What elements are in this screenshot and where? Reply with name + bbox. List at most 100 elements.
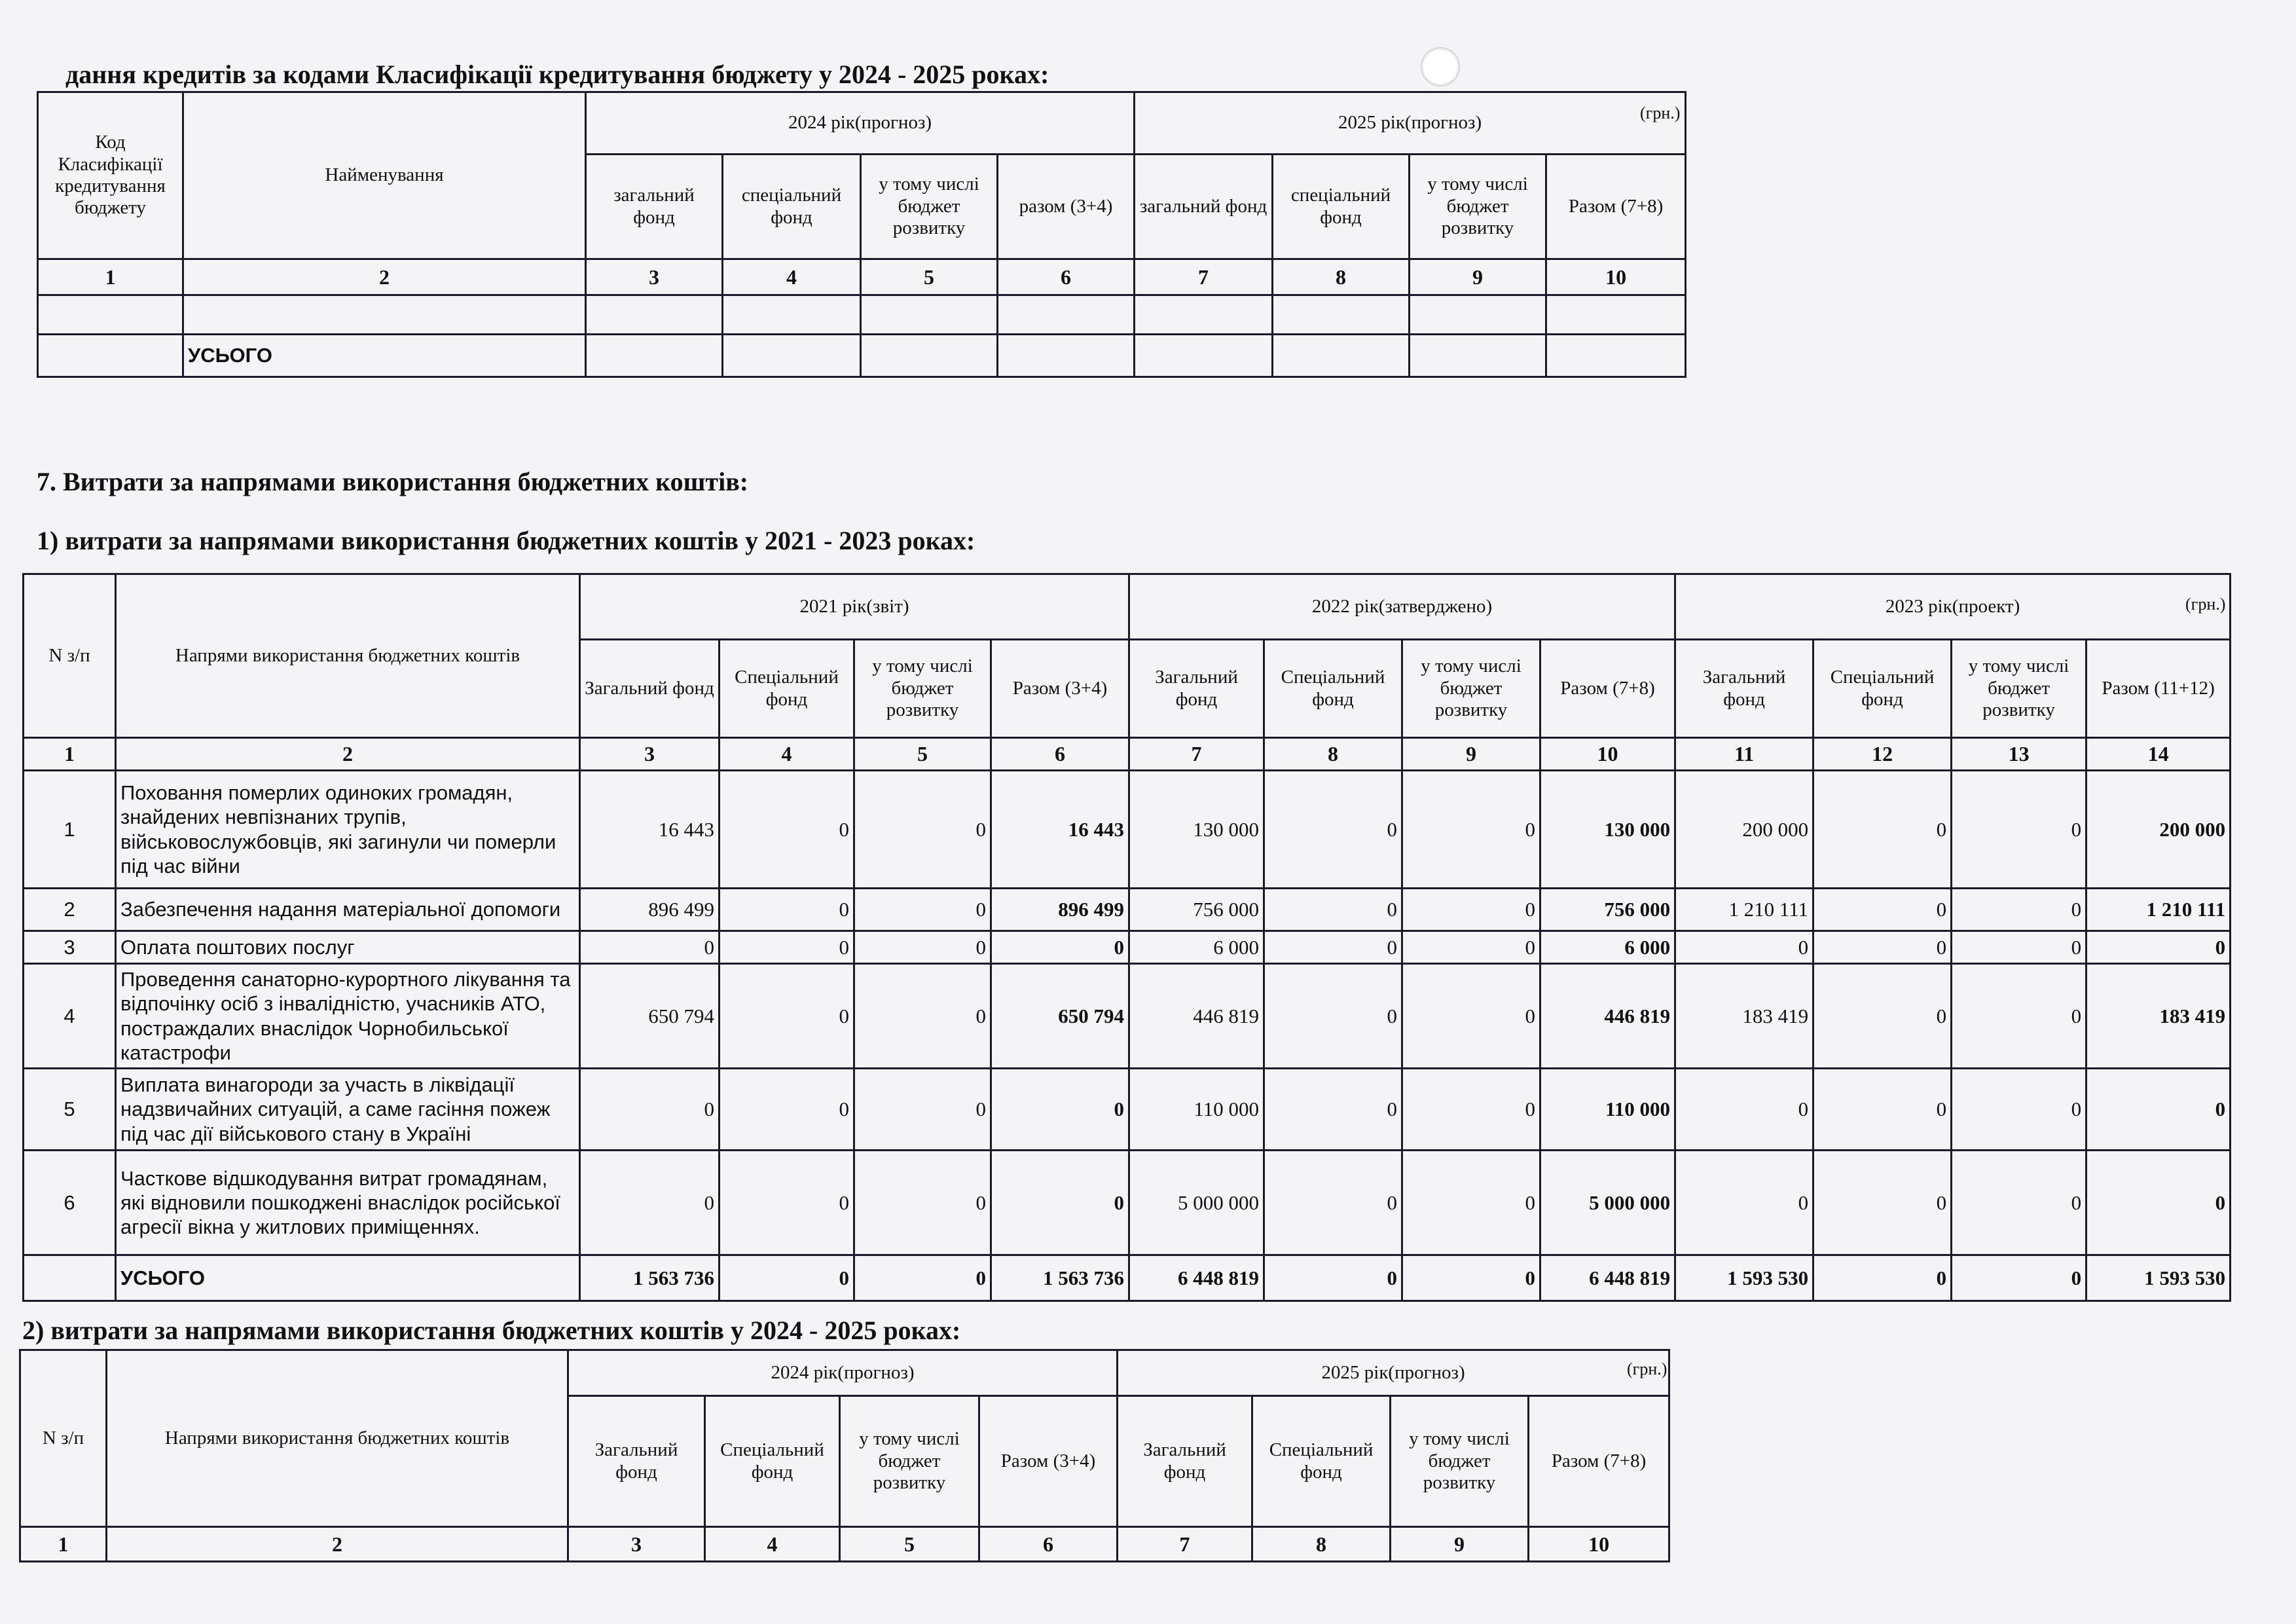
row-value: 0 xyxy=(1812,887,1953,932)
row-value: 650 794 xyxy=(579,963,720,1069)
row-value: 0 xyxy=(1812,1149,1953,1256)
row-value: 0 xyxy=(579,1067,720,1151)
subheader-2024-1: спеціальний фонд xyxy=(721,153,862,260)
total-value: 6 448 819 xyxy=(1539,1254,1677,1302)
total-value-cell xyxy=(721,333,862,378)
column-number: 10 xyxy=(1527,1526,1671,1562)
punch-hole xyxy=(1421,47,1460,86)
row-value: 0 xyxy=(718,887,855,932)
column-number: 10 xyxy=(1539,737,1677,771)
subheader: Загальний фонд xyxy=(1128,638,1266,739)
header-year-0: 2024 рік(прогноз) xyxy=(566,1349,1119,1397)
total-value: 6 448 819 xyxy=(1128,1254,1266,1302)
column-number: 7 xyxy=(1128,737,1266,771)
subheader-2025-1: спеціальний фонд xyxy=(1271,153,1411,260)
subheader: Разом (11+12) xyxy=(2085,638,2232,739)
subheader: Загальний фонд xyxy=(567,1395,706,1528)
row-value: 0 xyxy=(1401,963,1542,1069)
column-number: 6 xyxy=(989,737,1131,771)
table-row: 1 Поховання померлих одиноких громадян, з… xyxy=(22,769,2232,889)
expenses-2024-2025-table: N з/п Напрями використання бюджетних кош… xyxy=(19,1349,1671,1562)
row-value: 0 xyxy=(1401,769,1542,889)
column-number: 4 xyxy=(704,1526,841,1562)
subheader-2025-0: загальний фонд xyxy=(1133,153,1274,260)
total-value: 0 xyxy=(1401,1254,1542,1302)
empty-cell xyxy=(721,294,862,335)
column-number: 2 xyxy=(115,737,581,771)
row-value: 0 xyxy=(1950,930,2088,965)
subheader: у тому числі бюджет розвитку xyxy=(853,638,992,739)
total-value: 0 xyxy=(718,1254,855,1302)
column-number: 3 xyxy=(579,737,720,771)
header-code: Код Класифікації кредитування бюджету xyxy=(37,91,184,260)
row-value: 0 xyxy=(853,1149,992,1256)
row-number: 4 xyxy=(22,963,117,1069)
row-name: Забезпечення надання матеріальної допомо… xyxy=(115,887,581,932)
row-value: 0 xyxy=(718,930,855,965)
row-value: 0 xyxy=(1674,1067,1815,1151)
row-number: 6 xyxy=(22,1149,117,1256)
subheader: Спеціальний фонд xyxy=(704,1395,841,1528)
total-value: 1 593 530 xyxy=(1674,1254,1815,1302)
column-number: 2 xyxy=(182,258,587,296)
row-value: 200 000 xyxy=(2085,769,2232,889)
column-number: 3 xyxy=(567,1526,706,1562)
total-value: 0 xyxy=(1812,1254,1953,1302)
row-name: Поховання померлих одиноких громадян, зн… xyxy=(115,769,581,889)
total-label: УСЬОГО xyxy=(115,1254,581,1302)
column-number: 9 xyxy=(1408,258,1548,296)
row-value: 756 000 xyxy=(1128,887,1266,932)
row-value: 0 xyxy=(1263,963,1404,1069)
row-value: 6 000 xyxy=(1128,930,1266,965)
column-number: 13 xyxy=(1950,737,2088,771)
header-year-2024: 2024 рік(прогноз) xyxy=(584,91,1136,155)
subheader-2024-2: у тому числі бюджет розвитку xyxy=(860,153,998,260)
row-value: 110 000 xyxy=(1539,1067,1677,1151)
row-value: 0 xyxy=(2085,1067,2232,1151)
column-number: 5 xyxy=(853,737,992,771)
subheader: Разом (7+8) xyxy=(1539,638,1677,739)
column-number: 8 xyxy=(1271,258,1411,296)
empty-cell xyxy=(182,294,587,335)
total-label: УСЬОГО xyxy=(182,333,587,378)
table-row: 2 Забезпечення надання матеріальної допом… xyxy=(22,887,2232,932)
row-value: 0 xyxy=(1674,1149,1815,1256)
row-value: 0 xyxy=(1263,887,1404,932)
row-value: 0 xyxy=(1401,930,1542,965)
table-row: 3 Оплата поштових послуг 0 0 0 0 6 000 0 0 6 000 0… xyxy=(22,930,2232,965)
credits-table: Код Класифікації кредитування бюджету На… xyxy=(37,91,1687,378)
subheader: у тому числі бюджет розвитку xyxy=(839,1395,980,1528)
column-number: 7 xyxy=(1133,258,1274,296)
row-name: Оплата поштових послуг xyxy=(115,930,581,965)
row-value: 0 xyxy=(1263,930,1404,965)
column-number: 12 xyxy=(1812,737,1953,771)
table-row: 5 Виплата винагороди за участь в ліквідац… xyxy=(22,1067,2232,1151)
subheader: Спеціальний фонд xyxy=(718,638,855,739)
section7-heading: 7. Витрати за напрямами використання бюд… xyxy=(37,467,749,496)
row-value: 446 819 xyxy=(1539,963,1677,1069)
empty-cell xyxy=(37,333,184,378)
total-row: УСЬОГО 1 563 736 0 0 1 563 736 6 448 819 0 0 6 4… xyxy=(22,1254,2232,1302)
expenses-2021-2023-table: N з/п Напрями використання бюджетних кош… xyxy=(22,573,2232,1302)
row-value: 0 xyxy=(1812,963,1953,1069)
row-value: 1 210 111 xyxy=(2085,887,2232,932)
total-value-cell xyxy=(1545,333,1687,378)
total-value-cell xyxy=(996,333,1136,378)
credits-heading: дання кредитів за кодами Класифікації кр… xyxy=(65,60,1049,89)
subheader: Разом (7+8) xyxy=(1527,1395,1671,1528)
column-number: 6 xyxy=(996,258,1136,296)
total-value-cell xyxy=(585,333,723,378)
row-value: 0 xyxy=(2085,930,2232,965)
subheader: у тому числі бюджет розвитку xyxy=(1950,638,2088,739)
subheader-2025-3: Разом (7+8) xyxy=(1545,153,1687,260)
row-value: 446 819 xyxy=(1128,963,1266,1069)
expenses-2021-2023-heading: 1) витрати за напрямами використання бюд… xyxy=(37,526,975,555)
total-value-cell xyxy=(1408,333,1548,378)
column-number: 11 xyxy=(1674,737,1815,771)
total-value-cell xyxy=(1271,333,1411,378)
row-value: 1 210 111 xyxy=(1674,887,1815,932)
row-value: 200 000 xyxy=(1674,769,1815,889)
subheader: Загальний фонд xyxy=(1674,638,1815,739)
total-value: 1 563 736 xyxy=(579,1254,720,1302)
subheader: Разом (3+4) xyxy=(989,638,1131,739)
